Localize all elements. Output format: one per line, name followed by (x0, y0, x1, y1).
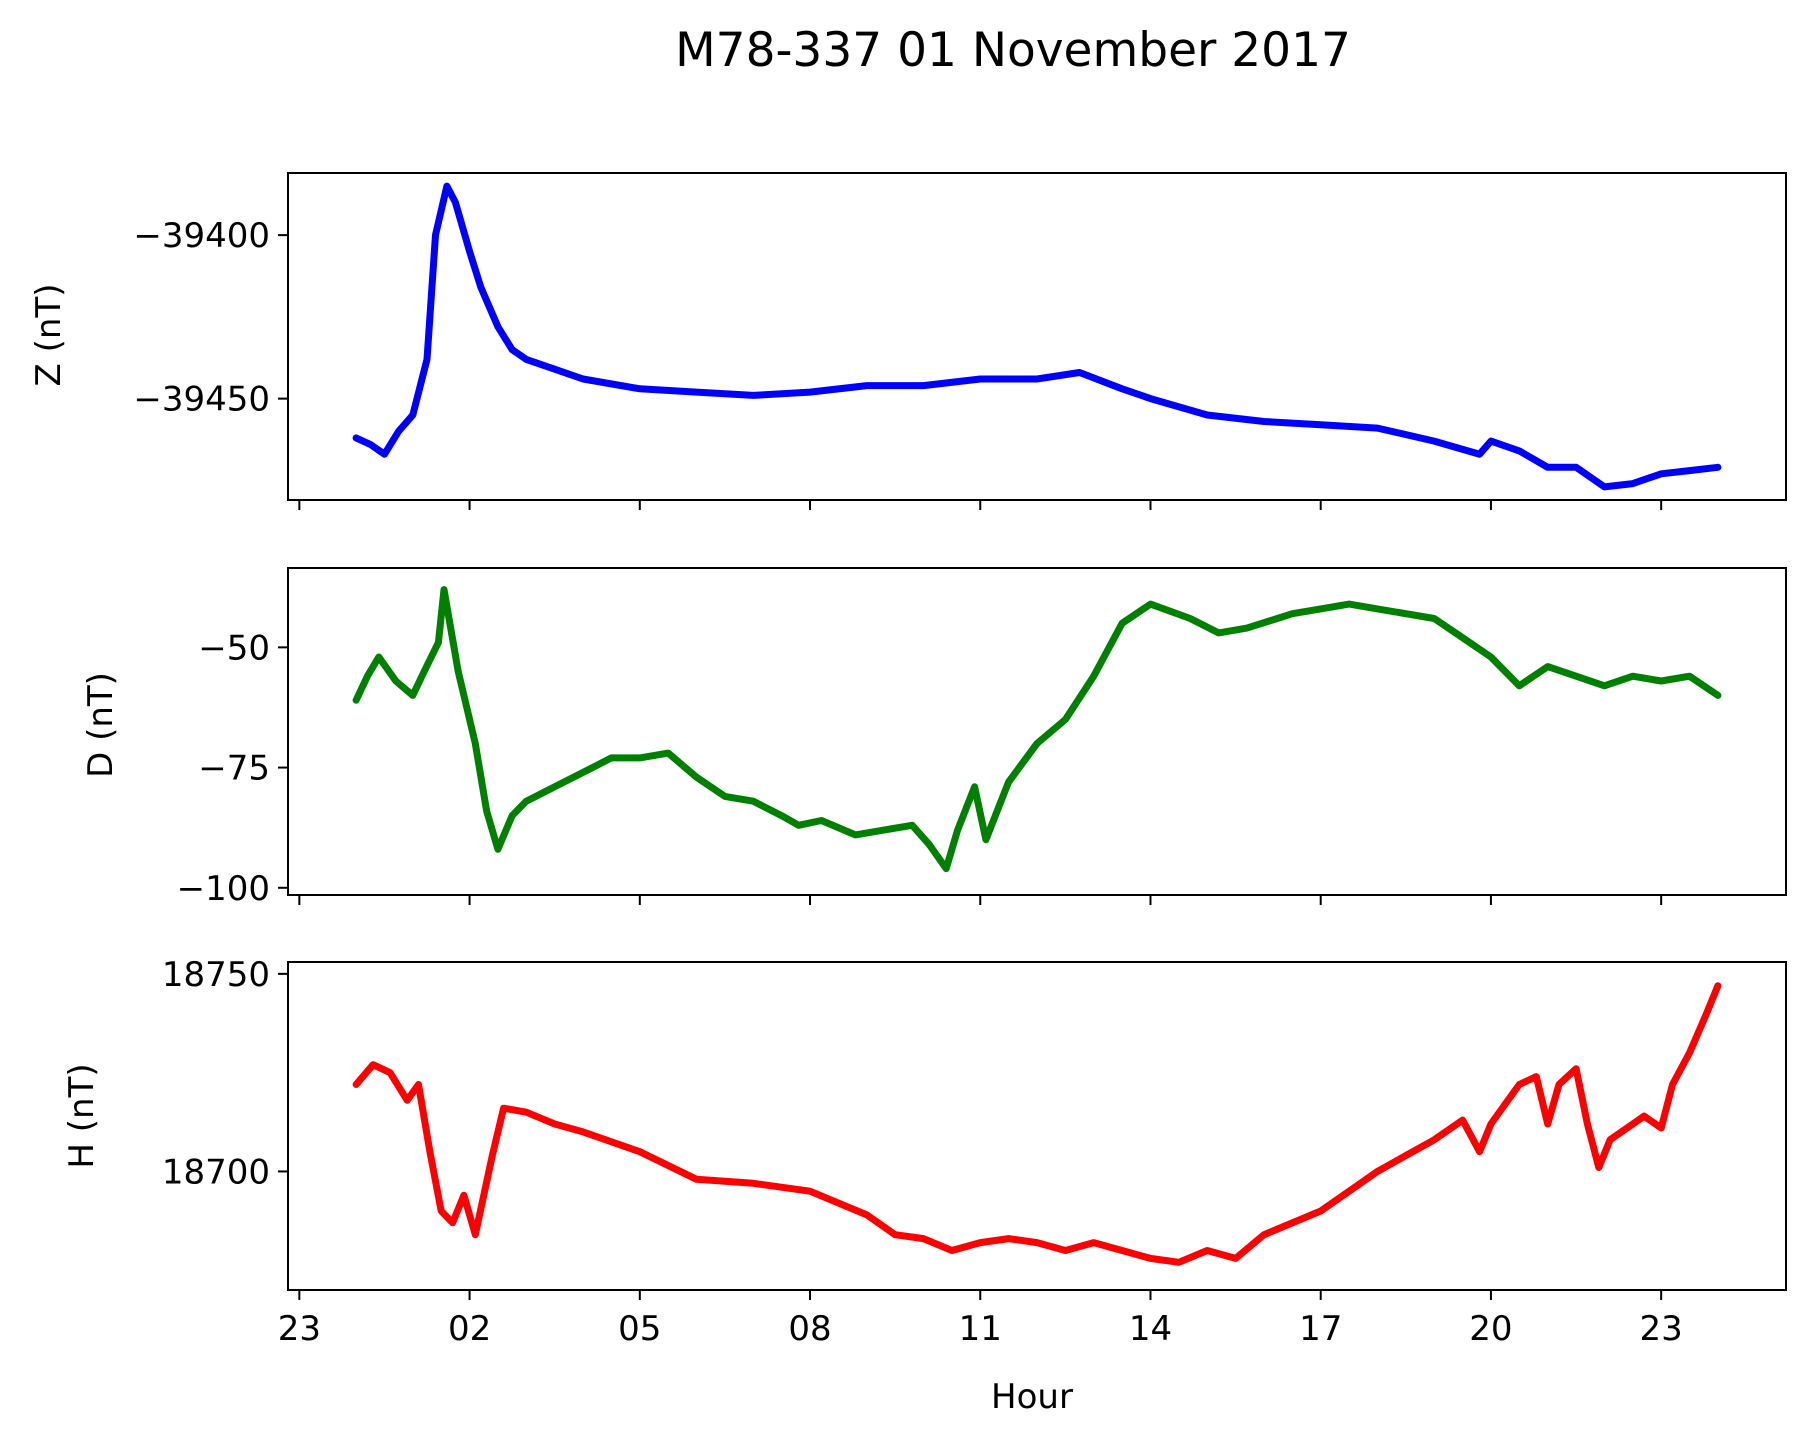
panel-z: Z (nT) −39400 −39450 (29, 172, 1787, 510)
x-tick-label: 23 (278, 1309, 321, 1349)
h-axis-label: H (nT) (62, 1063, 102, 1168)
x-tick-label: 14 (1129, 1309, 1172, 1349)
x-tick-label: 02 (448, 1309, 491, 1349)
d-y-tick-label: −50 (198, 628, 270, 668)
z-y-tick-label: −39450 (133, 380, 270, 420)
h-y-tick-label: 18750 (162, 955, 270, 995)
z-y-tick-label: −39400 (133, 216, 270, 256)
x-tick-label: 05 (618, 1309, 661, 1349)
z-series-line (352, 182, 1722, 491)
x-tick-label: 08 (788, 1309, 831, 1349)
z-plot-frame (287, 172, 1787, 501)
d-plot-frame (287, 567, 1787, 896)
panel-d: D (nT) −50 −75 −100 (81, 567, 1787, 909)
h-series-line (352, 982, 1722, 1266)
d-axis-label: D (nT) (81, 672, 121, 778)
d-series-line (352, 586, 1722, 873)
x-axis-label: Hour (991, 1377, 1073, 1417)
z-axis-label: Z (nT) (29, 284, 69, 387)
h-plot-frame (287, 961, 1787, 1291)
d-y-tick-label: −75 (198, 749, 270, 789)
d-y-tick-label: −100 (177, 869, 270, 909)
h-y-tick-label: 18700 (162, 1152, 270, 1192)
x-tick-label: 11 (959, 1309, 1002, 1349)
x-tick-label: 23 (1640, 1309, 1683, 1349)
x-tick-label: 17 (1299, 1309, 1342, 1349)
x-tick-label: 20 (1469, 1309, 1512, 1349)
chart-title: M78-337 01 November 2017 (675, 23, 1351, 78)
panel-h: H (nT) 18750 18700 23 02 05 08 11 14 17 20 23 (62, 955, 1787, 1349)
